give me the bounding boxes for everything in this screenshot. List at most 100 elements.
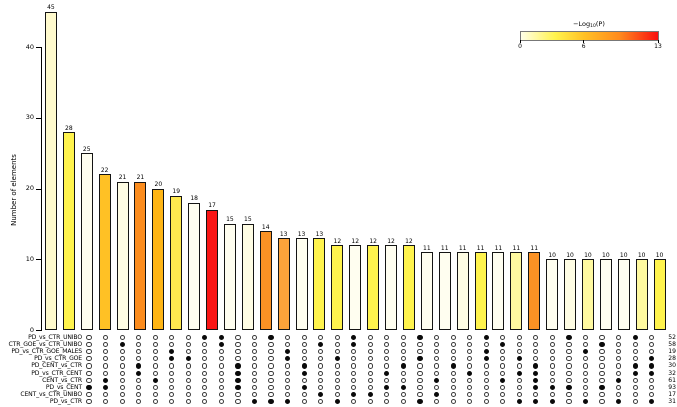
set-total-count: 93	[668, 383, 676, 391]
membership-dot-open	[119, 363, 125, 369]
membership-dot-open	[616, 391, 622, 398]
membership-dot-open	[417, 349, 423, 355]
membership-dot-open	[516, 363, 522, 369]
membership-dot-open	[185, 391, 191, 398]
membership-dot-open	[467, 377, 473, 383]
membership-dot-open	[467, 342, 473, 348]
membership-dot-open	[433, 370, 440, 376]
membership-dot-filled	[301, 384, 307, 390]
bar-value-label: 10	[548, 251, 556, 259]
membership-dot-filled	[533, 377, 539, 383]
membership-dot-open	[367, 334, 373, 341]
membership-dot-open	[433, 384, 440, 390]
membership-dot-filled	[632, 363, 638, 369]
membership-dot-open	[433, 363, 440, 369]
set-label: CENT_vs_CTR_UNIBO	[20, 390, 82, 398]
membership-dot-open	[533, 342, 539, 348]
membership-dot-open	[318, 356, 324, 362]
membership-dot-open	[351, 349, 357, 355]
legend-tick-label: 13	[654, 43, 662, 50]
set-label: PD_vs_CTR_UNIBO	[28, 333, 82, 341]
bar-value-label: 11	[530, 244, 539, 252]
set-total-count: 52	[668, 333, 676, 341]
membership-dot-open	[433, 356, 440, 362]
membership-dot-open	[467, 349, 473, 355]
membership-dot-open	[467, 391, 473, 398]
membership-dot-filled	[235, 384, 241, 390]
membership-dot-open	[616, 342, 622, 348]
membership-dot-open	[318, 334, 324, 341]
y-tick-mark	[36, 47, 41, 49]
membership-dot-open	[152, 391, 158, 398]
membership-dot-open	[582, 384, 589, 390]
membership-dot-open	[235, 349, 241, 355]
membership-dot-open	[599, 377, 605, 383]
legend-tick-label: 6	[581, 43, 586, 50]
membership-dot-open	[251, 342, 258, 348]
membership-dot-filled	[417, 398, 423, 405]
membership-dot-filled	[318, 391, 324, 398]
membership-dot-filled	[102, 377, 109, 383]
set-label: PD_vs_CTR	[49, 397, 82, 405]
set-label: PD_vs_CENT	[45, 383, 82, 391]
membership-dot-open	[450, 342, 456, 348]
membership-dot-open	[417, 391, 423, 398]
membership-dot-open	[152, 342, 158, 348]
membership-dot-open	[516, 384, 522, 390]
membership-dot-open	[367, 384, 373, 390]
membership-dot-filled	[533, 384, 539, 390]
membership-dot-filled	[533, 363, 539, 369]
membership-dot-open	[102, 391, 109, 398]
membership-dot-open	[433, 334, 440, 341]
membership-dot-open	[285, 334, 291, 341]
y-tick-label: 40	[25, 42, 34, 51]
membership-dot-open	[285, 384, 291, 390]
membership-dot-filled	[367, 391, 373, 398]
membership-dot-open	[417, 342, 423, 348]
membership-dot-open	[582, 370, 589, 376]
membership-dot-filled	[136, 363, 142, 369]
membership-dot-open	[136, 377, 142, 383]
membership-dot-open	[632, 342, 638, 348]
intersection-bar	[599, 259, 612, 330]
set-label: PD_vs_CTR_CENT	[31, 369, 82, 377]
membership-dot-filled	[102, 384, 109, 390]
membership-dot-open	[202, 391, 208, 398]
bar-value-label: 11	[440, 244, 449, 252]
membership-dot-open	[86, 391, 92, 398]
intersection-bar	[635, 259, 648, 330]
membership-dot-open	[566, 342, 572, 348]
intersection-bar	[617, 259, 630, 330]
set-label: CTR_GOE_vs_CTR_UNIBO	[8, 341, 83, 349]
membership-dot-open	[152, 363, 158, 369]
membership-dot-open	[318, 349, 324, 355]
membership-dot-open	[334, 370, 340, 376]
bar-value-label: 10	[584, 251, 592, 259]
membership-dot-open	[235, 356, 241, 362]
membership-dot-open	[119, 349, 125, 355]
membership-dot-open	[251, 334, 258, 341]
membership-dot-open	[86, 356, 92, 362]
membership-dot-open	[268, 377, 274, 383]
bar-value-label: 19	[172, 188, 181, 196]
membership-dot-open	[616, 356, 622, 362]
membership-dot-open	[516, 377, 522, 383]
membership-dot-open	[202, 398, 208, 405]
membership-dot-open	[632, 356, 638, 362]
membership-dot-open	[169, 398, 175, 405]
membership-dot-open	[218, 384, 224, 390]
intersection-bar	[581, 259, 594, 330]
membership-dot-open	[285, 342, 291, 348]
membership-dot-open	[86, 342, 92, 348]
membership-dot-open	[649, 384, 655, 390]
intersection-bar	[134, 181, 147, 330]
membership-dot-open	[417, 363, 423, 369]
membership-dot-filled	[318, 342, 324, 348]
membership-dot-filled	[500, 342, 506, 348]
membership-dot-open	[533, 391, 539, 398]
membership-dot-open	[86, 334, 92, 341]
membership-dot-open	[599, 334, 605, 341]
membership-dot-filled	[86, 384, 92, 390]
membership-dot-open	[169, 342, 175, 348]
